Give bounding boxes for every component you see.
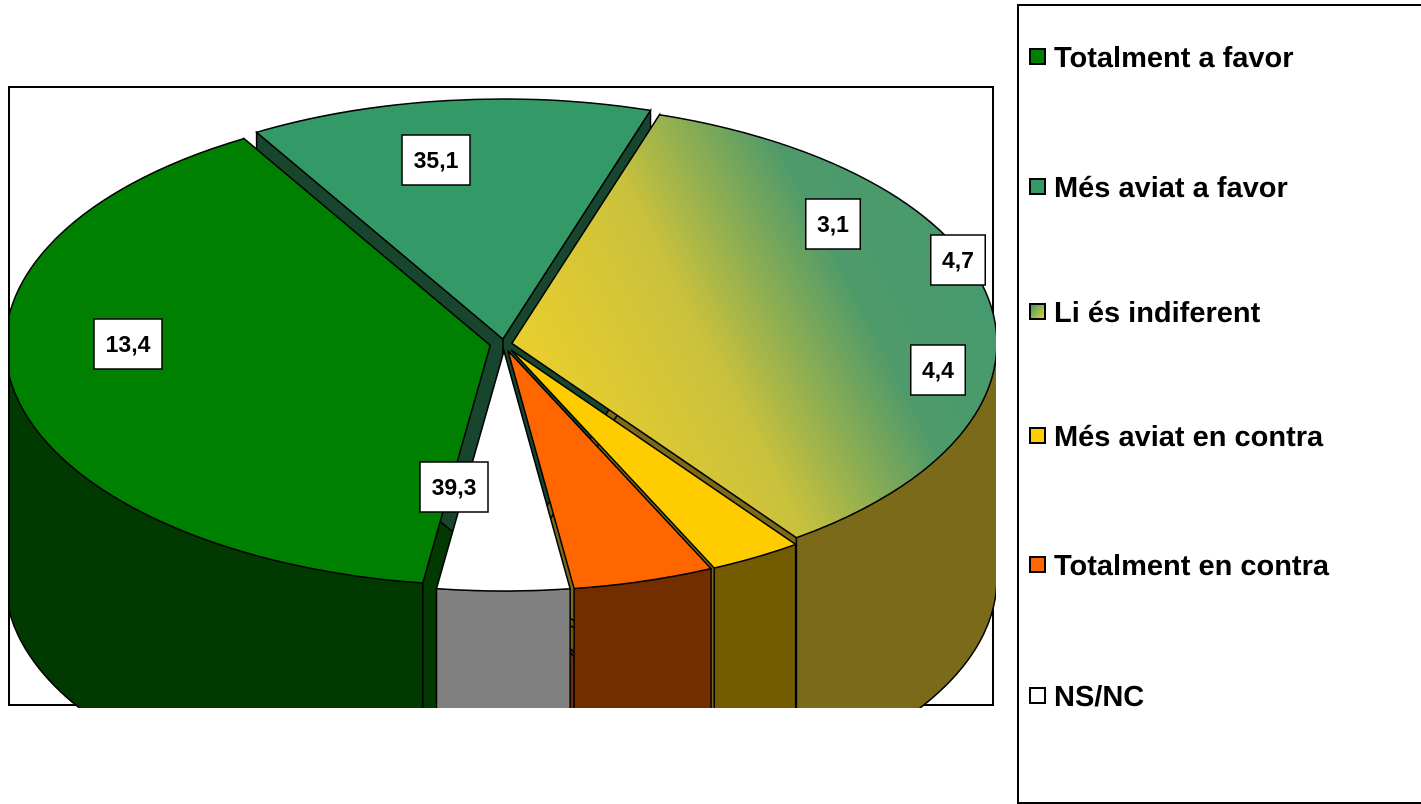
pie-side-totalment-en-contra [573, 567, 712, 708]
legend-item-totalment-a-favor: Totalment a favor [1029, 39, 1421, 77]
legend-swatch [1029, 303, 1046, 320]
pie-side-mes-aviat-en-contra [713, 543, 797, 708]
legend-swatch [1029, 178, 1046, 195]
data-label-text: 4,7 [942, 247, 974, 273]
data-label-text: 39,3 [432, 474, 477, 500]
legend-item-li-es-indiferent: Li és indiferent [1029, 294, 1421, 332]
data-label-totalment-a-favor: 39,3 [419, 461, 489, 513]
legend-swatch [1029, 556, 1046, 573]
legend: Totalment a favor Més aviat a favor Li és … [1017, 4, 1421, 804]
data-label-text: 3,1 [817, 211, 849, 237]
data-label-box [93, 318, 163, 370]
data-label-box [930, 234, 986, 286]
legend-item-mes-aviat-a-favor: Més aviat a favor [1029, 169, 1421, 207]
data-label-box [805, 198, 861, 250]
legend-item-ns-nc: NS/NC [1029, 678, 1421, 716]
plot-area: 39,3 13,4 35,1 3,1 4,7 4,4 [8, 86, 996, 708]
legend-item-totalment-en-contra: Totalment en contra [1029, 547, 1421, 585]
pie-side-ns-nc [435, 587, 571, 708]
pie-slice-ns-nc [435, 348, 572, 592]
data-label-ns-nc: 4,4 [910, 344, 966, 396]
pie-slice-totalment-en-contra [507, 350, 713, 590]
legend-label: Més aviat a favor [1054, 172, 1288, 204]
pie-chart: 39,3 13,4 35,1 3,1 4,7 4,4 [10, 98, 996, 708]
data-label-box [910, 344, 966, 396]
legend-swatch [1029, 427, 1046, 444]
pie-slice-li-es-indiferent [510, 113, 996, 539]
pie-slice-mes-aviat-en-contra [510, 349, 798, 569]
legend-label: Més aviat en contra [1054, 421, 1324, 453]
data-label-text: 35,1 [414, 147, 459, 173]
data-label-mes-aviat-a-favor: 13,4 [93, 318, 163, 370]
pie-slice-mes-aviat-a-favor [255, 98, 652, 341]
legend-label: Totalment en contra [1054, 550, 1329, 582]
legend-swatch [1029, 687, 1046, 704]
data-label-box [419, 461, 489, 513]
legend-label: NS/NC [1054, 681, 1145, 713]
legend-label: Li és indiferent [1054, 297, 1261, 329]
data-label-text: 4,4 [922, 357, 954, 383]
data-label-mes-aviat-en-contra: 3,1 [805, 198, 861, 250]
legend-item-mes-aviat-en-contra: Més aviat en contra [1029, 418, 1421, 456]
data-label-box [401, 134, 471, 186]
legend-label: Totalment a favor [1054, 42, 1294, 74]
data-label-li-es-indiferent: 35,1 [401, 134, 471, 186]
pie-slice-totalment-a-favor [10, 137, 492, 584]
legend-swatch [1029, 48, 1046, 65]
data-label-totalment-en-contra: 4,7 [930, 234, 986, 286]
data-label-text: 13,4 [106, 331, 151, 357]
